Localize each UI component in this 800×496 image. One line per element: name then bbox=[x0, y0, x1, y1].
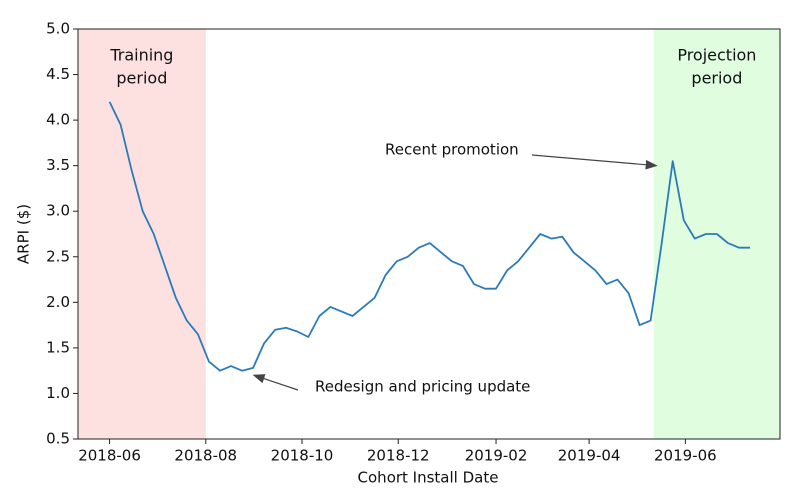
y-tick-label: 4.5 bbox=[46, 65, 70, 83]
region-label: period bbox=[116, 69, 167, 88]
y-tick-label: 1.0 bbox=[46, 384, 70, 402]
y-tick-label: 2.0 bbox=[46, 293, 70, 311]
x-tick-label: 2018-06 bbox=[78, 447, 141, 465]
plot-frame bbox=[77, 28, 781, 440]
y-axis-label: ARPI ($) bbox=[15, 204, 33, 264]
x-tick-label: 2019-04 bbox=[558, 447, 621, 465]
x-tick-label: 2018-10 bbox=[271, 447, 334, 465]
annotation: Redesign and pricing update bbox=[315, 378, 530, 396]
annotation-arrow bbox=[531, 154, 658, 170]
region-label: period bbox=[691, 69, 742, 88]
y-tick-label: 3.0 bbox=[46, 202, 70, 220]
x-tick-label: 2019-02 bbox=[465, 447, 528, 465]
annotation: Recent promotion bbox=[385, 141, 519, 159]
y-tick-label: 1.5 bbox=[46, 338, 70, 356]
y-tick-label: 4.0 bbox=[46, 111, 70, 129]
x-axis-label: Cohort Install Date bbox=[358, 469, 499, 487]
x-tick-label: 2019-06 bbox=[654, 447, 717, 465]
x-tick-label: 2018-08 bbox=[174, 447, 237, 465]
x-tick-label: 2018-12 bbox=[367, 447, 430, 465]
region-label: Projection bbox=[677, 46, 756, 65]
series-line bbox=[108, 101, 750, 372]
annotation-arrow bbox=[252, 374, 299, 391]
y-tick-label: 5.0 bbox=[46, 20, 70, 38]
y-tick-label: 2.5 bbox=[46, 247, 70, 265]
y-tick-label: 0.5 bbox=[46, 430, 70, 448]
region bbox=[78, 29, 206, 439]
y-tick-label: 3.5 bbox=[46, 156, 70, 174]
region-label: Training bbox=[109, 46, 173, 65]
